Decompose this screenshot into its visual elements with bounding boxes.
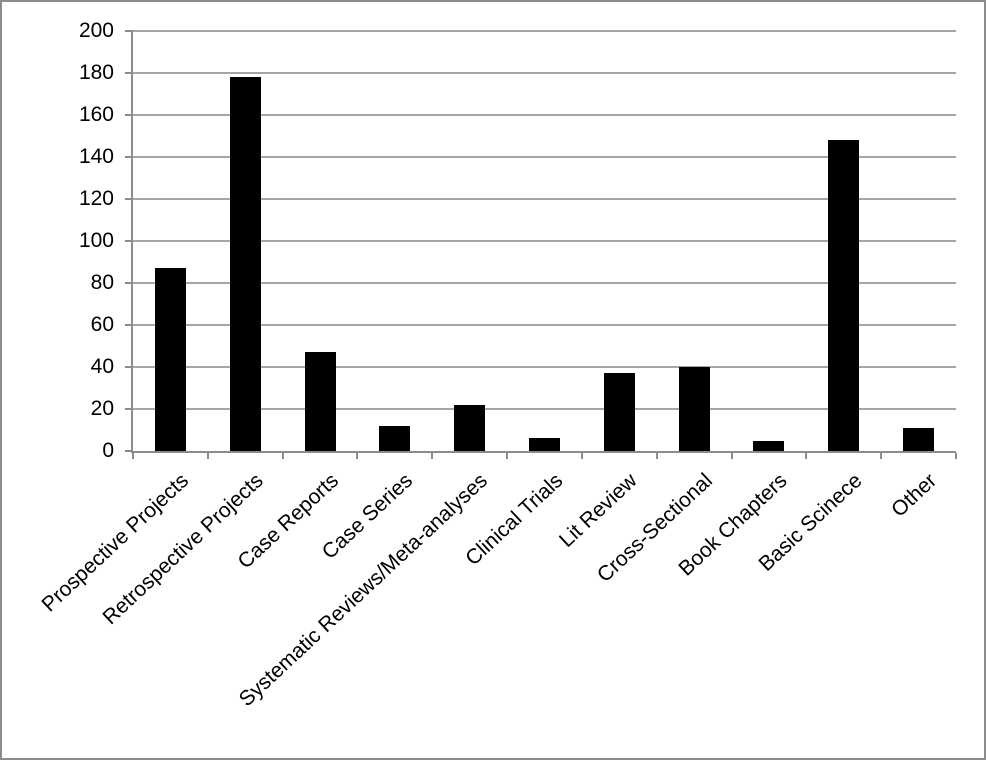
bar: [229, 77, 261, 451]
bar: [154, 268, 186, 451]
bar: [529, 438, 560, 451]
y-axis-tick-label: 180: [78, 61, 114, 84]
y-axis-tick-label: 80: [90, 271, 114, 294]
y-axis-tick: [125, 450, 133, 452]
x-axis-tick: [206, 453, 209, 459]
y-axis-tick: [125, 282, 133, 284]
gridline: [133, 282, 956, 284]
x-axis-tick: [281, 453, 284, 459]
bar: [678, 367, 710, 451]
gridline: [133, 114, 956, 116]
x-axis-tick: [655, 453, 658, 459]
gridline: [133, 408, 956, 410]
y-axis-tick: [125, 156, 133, 158]
x-axis-tick: [580, 453, 583, 459]
y-axis-tick: [125, 240, 133, 242]
y-axis-tick: [125, 72, 133, 74]
y-axis-line: [131, 31, 133, 453]
x-axis-tick: [431, 453, 434, 459]
y-axis-tick: [125, 324, 133, 326]
x-axis-tick: [805, 453, 808, 459]
x-axis-category-label: Other: [887, 469, 942, 522]
y-axis-tick-label: 160: [78, 103, 114, 126]
x-axis-tick: [506, 453, 509, 459]
gridline: [133, 324, 956, 326]
x-axis-tick: [356, 453, 359, 459]
y-axis-tick: [125, 114, 133, 116]
y-axis-tick-label: 0: [102, 439, 114, 462]
bar: [903, 427, 935, 451]
x-axis-tick: [955, 453, 957, 459]
x-axis-tick: [730, 453, 733, 459]
y-axis-tick: [125, 30, 133, 32]
y-axis-tick-label: 60: [90, 313, 114, 336]
x-axis-line: [131, 451, 956, 453]
y-axis-tick: [125, 408, 133, 410]
gridline: [133, 366, 956, 368]
bar: [304, 352, 336, 451]
bar: [454, 404, 486, 451]
y-axis-tick: [125, 366, 133, 368]
bar: [379, 425, 411, 451]
y-axis-tick-label: 40: [90, 355, 114, 378]
y-axis-tick-label: 200: [78, 19, 114, 42]
gridline: [133, 72, 956, 74]
y-axis-tick-label: 140: [78, 145, 114, 168]
y-axis-tick-label: 20: [90, 397, 114, 420]
gridline: [133, 156, 956, 158]
gridline: [133, 30, 956, 32]
bar: [828, 140, 860, 451]
y-axis-tick: [125, 198, 133, 200]
x-axis-tick: [880, 453, 883, 459]
y-axis-tick-label: 100: [78, 229, 114, 252]
y-axis-tick-label: 120: [78, 187, 114, 210]
x-axis-tick: [132, 453, 134, 459]
gridline: [133, 240, 956, 242]
bar: [753, 440, 785, 451]
gridline: [133, 198, 956, 200]
bar: [603, 373, 635, 451]
